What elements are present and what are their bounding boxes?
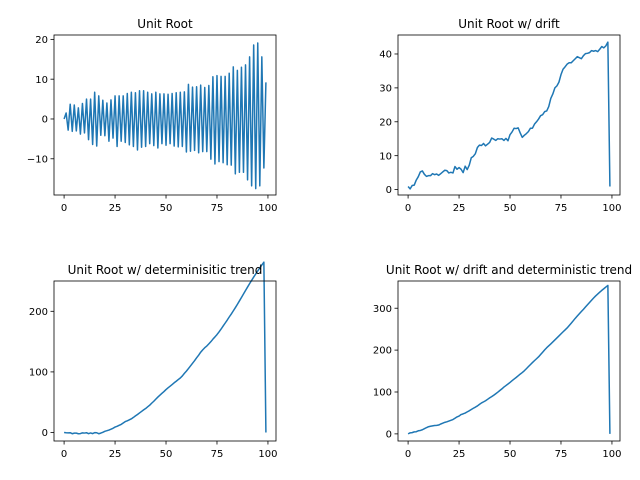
x-tick-label: 25 (453, 449, 466, 460)
x-tick-label: 75 (211, 449, 224, 460)
axes-frame (53, 280, 277, 442)
chart-title: Unit Root w/ drift and deterministic tre… (386, 263, 632, 277)
y-tick-label: 20 (379, 117, 392, 128)
x-tick-label: 0 (61, 449, 67, 460)
series-line (63, 42, 267, 190)
axes-frame (397, 280, 621, 442)
x-tick-label: 0 (405, 203, 411, 214)
y-tick-label: 20 (35, 35, 48, 46)
y-tick-label: 300 (373, 304, 392, 315)
chart-title: Unit Root w/ drift (458, 17, 560, 31)
chart-unit-root-drift: 0 25 50 75 100 0 10 20 30 40 Unit Root w/ drift (379, 17, 621, 214)
y-tick-label: 0 (386, 429, 392, 440)
y-tick-label: 10 (379, 151, 392, 162)
series-line (407, 41, 611, 190)
y-tick-label: 100 (29, 368, 48, 379)
x-tick-label: 100 (258, 449, 277, 460)
x-tick-label: 75 (211, 203, 224, 214)
x-tick-label: 50 (504, 449, 517, 460)
chart-unit-root-trend: 0 25 50 75 100 0 100 200 Unit Root w/ determinis… (29, 261, 277, 460)
axes-frame (53, 34, 277, 196)
y-tick-label: 10 (35, 75, 48, 86)
chart-title: Unit Root w/ determinisitic trend (68, 263, 263, 277)
y-tick-label: −10 (27, 154, 48, 165)
x-tick-label: 25 (109, 449, 122, 460)
x-tick-label: 100 (602, 203, 621, 214)
x-tick-label: 0 (61, 203, 67, 214)
series-line (64, 261, 267, 435)
chart-unit-root: 0 25 50 75 100 −10 0 10 20 Unit Root (27, 17, 278, 214)
x-tick-label: 100 (258, 203, 277, 214)
x-tick-label: 50 (504, 203, 517, 214)
y-tick-label: 200 (373, 346, 392, 357)
x-tick-label: 50 (160, 203, 173, 214)
x-tick-label: 0 (405, 449, 411, 460)
x-tick-label: 25 (109, 203, 122, 214)
x-tick-label: 75 (555, 203, 568, 214)
y-tick-label: 30 (379, 83, 392, 94)
series-line (407, 284, 611, 435)
x-tick-label: 75 (555, 449, 568, 460)
x-tick-label: 100 (602, 449, 621, 460)
chart-unit-root-drift-trend: 0 25 50 75 100 0 100 200 300 Unit Root w/ drift a… (373, 263, 632, 460)
x-tick-label: 25 (453, 203, 466, 214)
y-tick-label: 0 (386, 185, 392, 196)
axes-frame (397, 34, 621, 196)
y-tick-label: 0 (42, 115, 48, 126)
chart-title: Unit Root (137, 17, 193, 31)
y-tick-label: 200 (29, 307, 48, 318)
x-tick-label: 50 (160, 449, 173, 460)
y-tick-label: 40 (379, 50, 392, 61)
y-tick-label: 0 (42, 428, 48, 439)
y-tick-label: 100 (373, 388, 392, 399)
